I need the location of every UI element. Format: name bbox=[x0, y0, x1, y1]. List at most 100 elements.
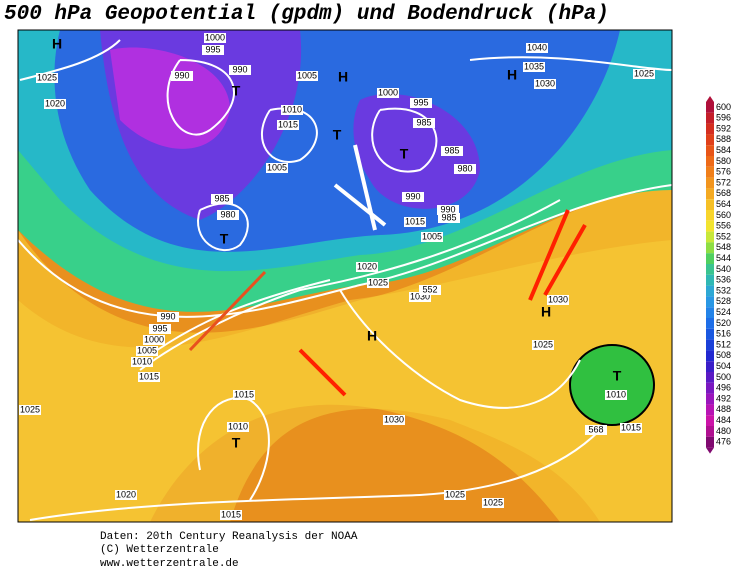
legend-swatch bbox=[706, 264, 714, 275]
isobar-label: 1010 bbox=[282, 104, 302, 114]
legend-label: 556 bbox=[716, 221, 731, 231]
legend-cap bbox=[706, 96, 714, 102]
isobar-label: 980 bbox=[220, 209, 235, 219]
isobar-label: 985 bbox=[441, 212, 456, 222]
isobar-label: 1005 bbox=[137, 345, 157, 355]
legend-label: 600 bbox=[716, 102, 731, 112]
legend-swatch bbox=[706, 393, 714, 405]
label-bg bbox=[410, 98, 432, 108]
isobar-label: 1005 bbox=[422, 231, 442, 241]
isobar-label: 1025 bbox=[533, 339, 553, 349]
isobar-label: 1025 bbox=[20, 404, 40, 414]
label-bg bbox=[419, 285, 441, 295]
legend-label: 512 bbox=[716, 339, 731, 349]
footer-line: Daten: 20th Century Reanalysis der NOAA bbox=[100, 531, 358, 543]
legend-swatch bbox=[706, 296, 714, 308]
pressure-center: T bbox=[232, 435, 241, 451]
label-bg bbox=[229, 65, 251, 75]
legend-swatch bbox=[706, 253, 714, 264]
legend-swatch bbox=[706, 210, 714, 221]
legend-label: 564 bbox=[716, 199, 731, 209]
label-bg bbox=[131, 357, 153, 367]
label-bg bbox=[523, 62, 545, 72]
legend-swatch bbox=[706, 156, 714, 167]
label-bg bbox=[402, 192, 424, 202]
isobar-label: 990 bbox=[232, 64, 247, 74]
isobar-label: 1005 bbox=[297, 70, 317, 80]
isobar-label: 1005 bbox=[267, 162, 287, 172]
label-bg bbox=[404, 217, 426, 227]
legend-swatch bbox=[706, 339, 714, 351]
label-bg bbox=[454, 164, 476, 174]
isobar-label: 1040 bbox=[527, 42, 547, 52]
label-bg bbox=[438, 213, 460, 223]
isobar-label: 1020 bbox=[357, 261, 377, 271]
isobar-label: 1030 bbox=[535, 78, 555, 88]
legend-label: 544 bbox=[716, 253, 731, 263]
legend-swatch bbox=[706, 134, 714, 146]
pressure-center: T bbox=[220, 231, 229, 247]
legend-label: 568 bbox=[716, 188, 731, 198]
legend-swatch bbox=[706, 112, 714, 124]
label-bg bbox=[367, 278, 389, 288]
isobar-label: 1035 bbox=[524, 61, 544, 71]
isobar-label: 1015 bbox=[405, 216, 425, 226]
legend-swatch bbox=[706, 318, 714, 329]
isobar-label: 1025 bbox=[445, 489, 465, 499]
legend-swatch bbox=[706, 123, 714, 135]
legend-swatch bbox=[706, 307, 714, 318]
isobar-label: 995 bbox=[152, 323, 167, 333]
legend-label: 572 bbox=[716, 177, 731, 187]
label-bg bbox=[143, 335, 165, 345]
legend-label: 508 bbox=[716, 350, 731, 360]
isobar-label: 1025 bbox=[634, 68, 654, 78]
legend-label: 536 bbox=[716, 275, 731, 285]
legend-label: 588 bbox=[716, 134, 731, 144]
legend-swatch bbox=[706, 285, 714, 297]
isobar-label: 1030 bbox=[410, 291, 430, 301]
label-bg bbox=[277, 120, 299, 130]
isobar-label: 1030 bbox=[548, 294, 568, 304]
legend-label: 528 bbox=[716, 296, 731, 306]
legend-swatch bbox=[706, 177, 714, 189]
label-bg bbox=[204, 33, 226, 43]
legend-label: 592 bbox=[716, 123, 731, 133]
pressure-center: H bbox=[507, 67, 517, 83]
label-bg bbox=[585, 425, 607, 435]
isobar-label: 980 bbox=[457, 163, 472, 173]
label-bg bbox=[171, 71, 193, 81]
legend-label: 552 bbox=[716, 231, 731, 241]
isobar-label: 990 bbox=[440, 204, 455, 214]
label-bg bbox=[157, 312, 179, 322]
label-bg bbox=[633, 69, 655, 79]
isobar-label: 1025 bbox=[37, 72, 57, 82]
pressure-center: T bbox=[232, 83, 241, 99]
legend-swatch bbox=[706, 188, 714, 200]
label-bg bbox=[296, 71, 318, 81]
legend-swatch bbox=[706, 361, 714, 372]
label-bg bbox=[605, 390, 627, 400]
pressure-center: H bbox=[52, 36, 62, 52]
label-bg bbox=[444, 490, 466, 500]
isobar-label: 1020 bbox=[45, 98, 65, 108]
isobar-label: 552 bbox=[422, 284, 437, 294]
isobar-label: 1025 bbox=[483, 497, 503, 507]
label-bg bbox=[547, 295, 569, 305]
pressure-center: H bbox=[541, 304, 551, 320]
legend-label: 532 bbox=[716, 285, 731, 295]
label-bg bbox=[115, 490, 137, 500]
label-bg bbox=[534, 79, 556, 89]
label-bg bbox=[377, 88, 399, 98]
legend-swatch bbox=[706, 372, 714, 383]
isobar-label: 990 bbox=[160, 311, 175, 321]
legend-label: 524 bbox=[716, 307, 731, 317]
isobar-label: 1010 bbox=[228, 421, 248, 431]
label-bg bbox=[620, 423, 642, 433]
legend-label: 580 bbox=[716, 156, 731, 166]
legend-swatch bbox=[706, 145, 714, 156]
map-field bbox=[18, 30, 672, 522]
label-bg bbox=[441, 146, 463, 156]
label-bg bbox=[220, 510, 242, 520]
isobar-label: 1015 bbox=[234, 389, 254, 399]
isobar-label: 1015 bbox=[278, 119, 298, 129]
